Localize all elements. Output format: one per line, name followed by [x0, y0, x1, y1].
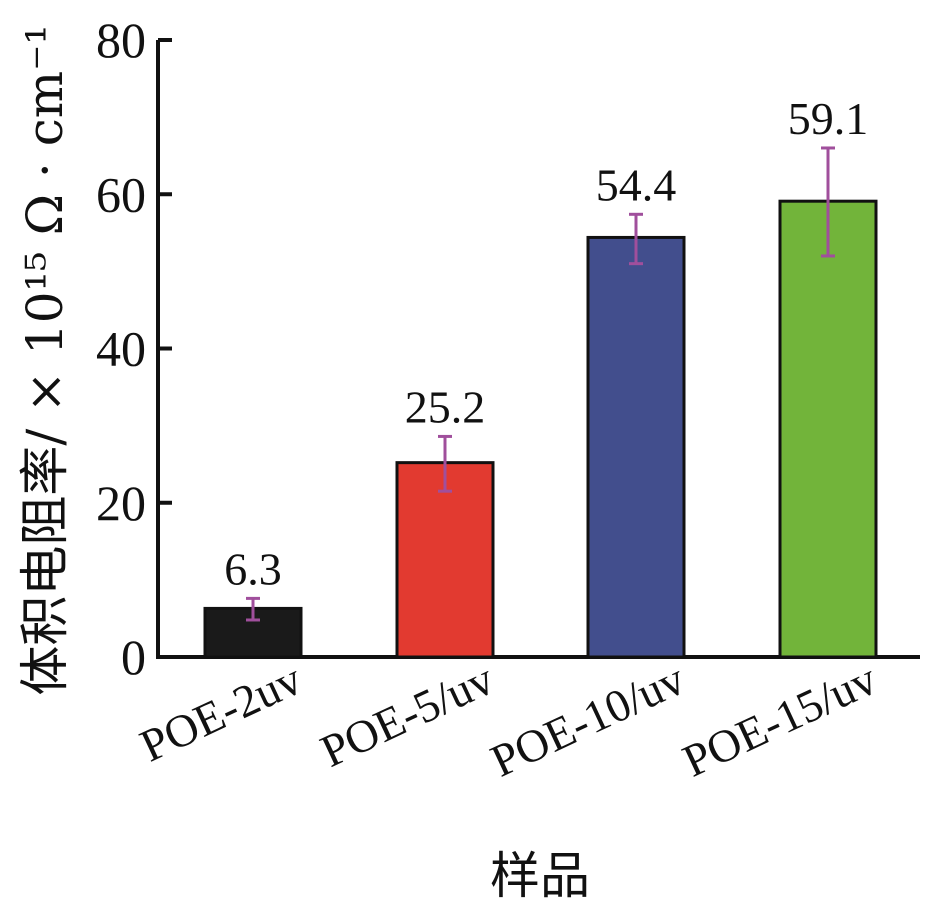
- y-ticks: 0 20 40 60 80: [96, 12, 172, 685]
- bar: [778, 199, 878, 659]
- bar: [586, 235, 686, 659]
- data-label: 54.4: [596, 159, 677, 210]
- data-labels: 6.3 25.2 54.4 59.1: [224, 93, 868, 594]
- y-tick-label: 60: [96, 166, 146, 222]
- data-label: 25.2: [405, 381, 486, 432]
- error-bars: [246, 146, 835, 622]
- y-tick-label: 20: [96, 475, 146, 531]
- data-label: 6.3: [224, 543, 282, 594]
- y-tick-label: 80: [96, 12, 146, 68]
- category-label: POE-2uv: [132, 653, 309, 772]
- bars: [203, 199, 878, 659]
- category-label: POE-5/uv: [313, 653, 501, 777]
- y-axis-title: 体积电阻率/ × 10¹⁵ Ω · cm⁻¹: [16, 24, 74, 695]
- x-axis-title: 样品: [490, 847, 590, 903]
- category-label: POE-15/uv: [675, 653, 884, 787]
- bar: [395, 461, 495, 659]
- y-tick-label: 0: [121, 629, 146, 685]
- y-tick-label: 40: [96, 321, 146, 377]
- data-label: 59.1: [788, 93, 869, 144]
- category-label: POE-10/uv: [483, 653, 692, 787]
